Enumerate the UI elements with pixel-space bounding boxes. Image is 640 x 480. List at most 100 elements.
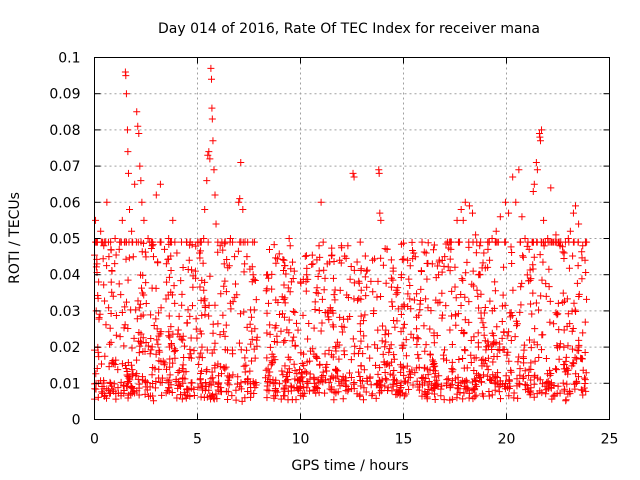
data-point [550,320,558,328]
data-point [165,343,173,351]
data-point [407,330,415,338]
data-point [185,354,193,362]
data-point [459,276,467,284]
data-point [100,242,108,250]
data-point [246,320,254,328]
data-point [162,260,170,268]
data-point [453,394,461,402]
data-point [178,365,186,373]
data-point [455,238,463,246]
data-point [428,260,436,268]
data-point [247,313,255,321]
data-point [121,303,129,311]
data-point [124,169,132,177]
data-point [253,333,261,341]
data-point [139,334,147,342]
data-point [117,392,125,400]
data-point [422,249,430,257]
data-point [198,343,206,351]
data-point [184,306,192,314]
data-point [247,340,255,348]
data-point [404,290,412,298]
data-point [166,371,174,379]
data-point [360,384,368,392]
data-point [111,235,119,242]
data-point [319,368,327,376]
data-point [205,148,213,156]
data-point [188,379,196,387]
data-point [480,331,488,339]
data-point [200,286,208,294]
data-point [252,296,260,304]
data-point [166,355,174,363]
data-point [435,372,443,380]
data-point [290,267,298,275]
data-point [516,365,524,373]
data-point [124,382,132,390]
data-point [414,383,422,391]
data-point [444,263,452,271]
data-point [564,390,572,398]
data-point [137,339,145,347]
data-point [581,376,589,384]
data-point [369,288,377,296]
data-point [525,388,533,396]
data-point [398,363,406,371]
data-point [280,338,288,346]
data-point [422,341,430,349]
data-point [546,371,554,379]
data-point [166,363,174,371]
data-point [554,382,562,390]
data-point [309,260,317,268]
data-point [303,369,311,377]
data-point [381,368,389,376]
data-point [142,383,150,391]
data-point [243,323,251,331]
data-point [425,377,433,385]
data-point [290,384,298,392]
data-point [439,311,447,319]
data-point [438,257,446,265]
data-point [437,392,445,400]
data-point [546,238,554,246]
data-point [147,311,155,319]
data-point [266,368,274,376]
data-point [564,342,572,350]
data-point [360,332,368,340]
data-point [151,384,159,392]
data-point [208,368,216,376]
data-point [133,356,141,364]
data-point [285,365,293,373]
data-point [266,343,274,351]
data-point [382,326,390,334]
data-point [424,239,432,247]
data-point [398,341,406,349]
data-point [100,392,108,400]
data-point [170,348,178,356]
data-point [485,392,493,400]
data-point [238,397,246,405]
data-point [531,371,539,379]
data-point [99,255,107,263]
data-point [378,337,386,345]
data-point [581,349,589,357]
data-point [137,238,145,246]
data-point [559,379,567,387]
data-point [235,198,243,206]
data-point [423,275,431,283]
data-point [120,381,128,389]
data-point [368,390,376,398]
data-point [118,309,126,317]
x-axis-label: GPS time / hours [291,458,408,474]
data-point [240,362,248,370]
data-point [134,122,142,130]
data-point [563,322,571,330]
data-point [467,351,475,359]
data-point [103,262,111,270]
data-point [144,342,152,350]
data-point [480,309,488,317]
data-point [538,276,546,284]
data-point [315,267,323,275]
data-point [463,258,471,266]
data-point [147,346,155,354]
